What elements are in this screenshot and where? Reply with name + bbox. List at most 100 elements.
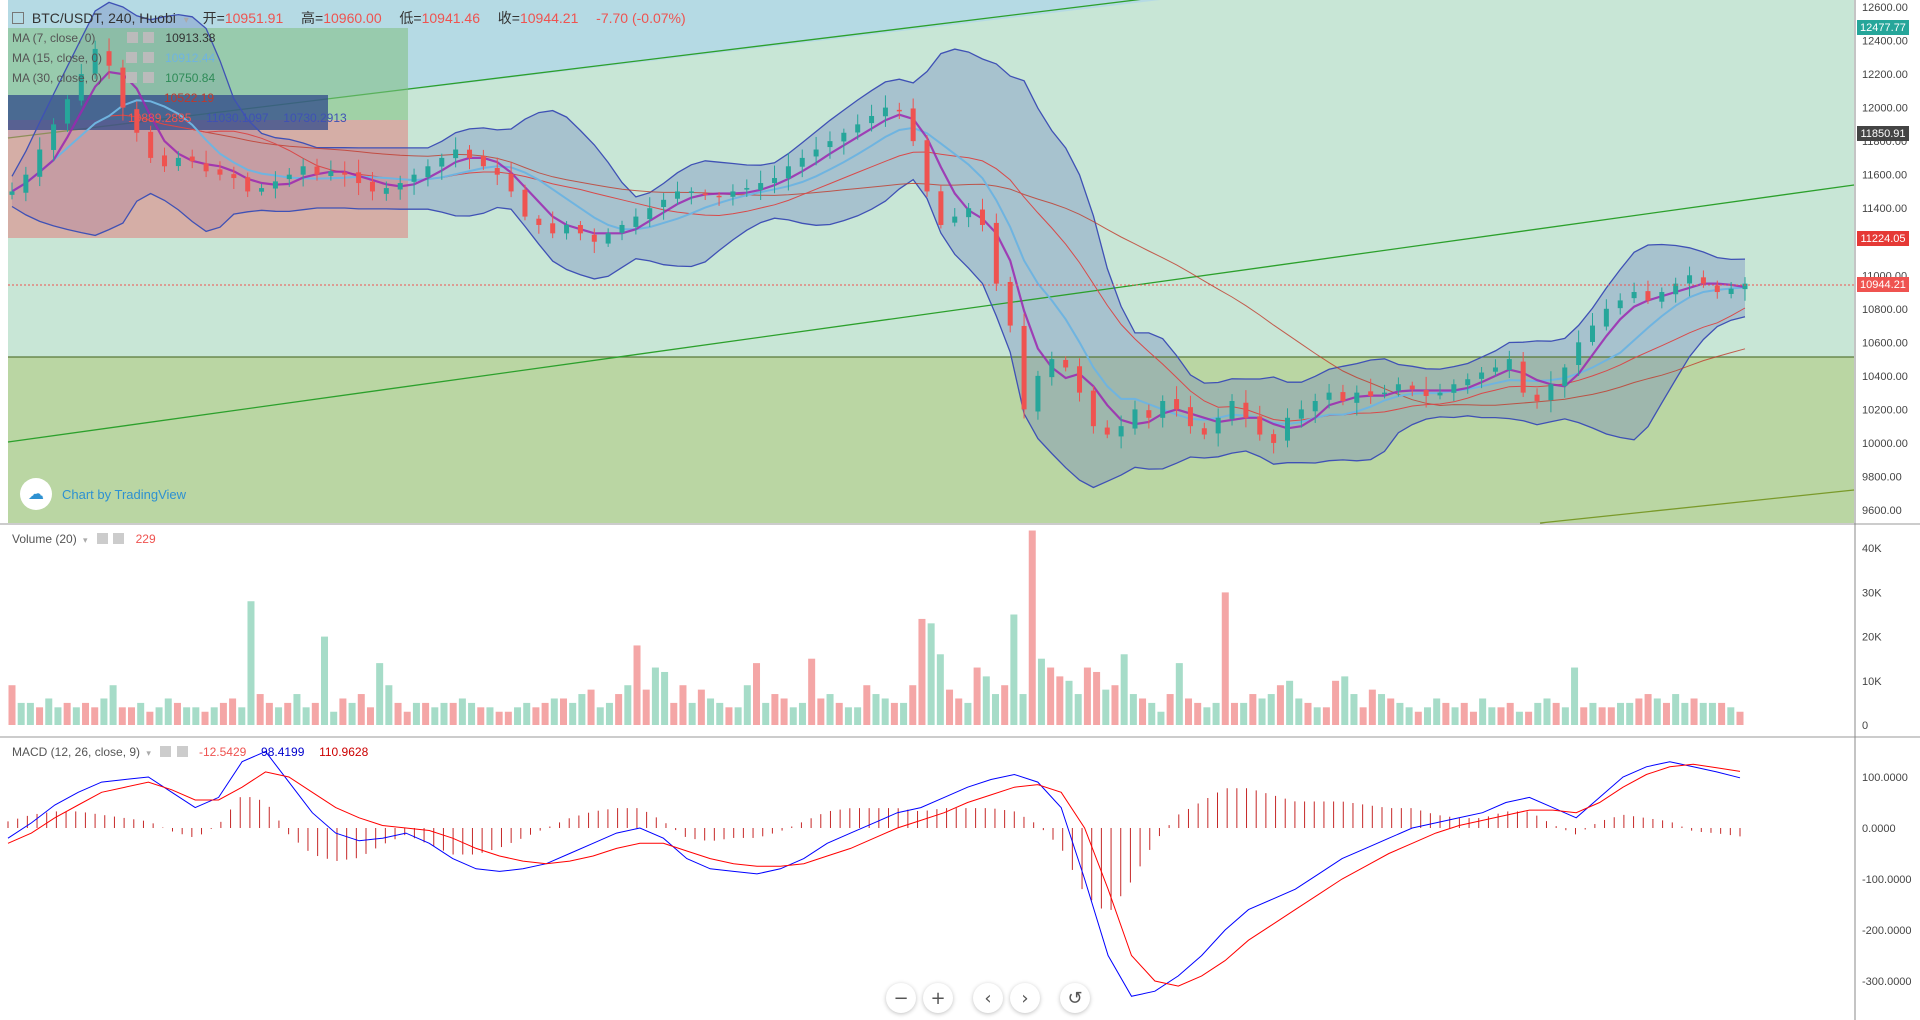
- volume-bar: [1010, 614, 1018, 725]
- ma30-label[interactable]: MA (30, close, 0): [12, 71, 103, 85]
- low-label: 低=: [399, 10, 422, 26]
- symbol-header[interactable]: BTC/USDT, 240, Huobi ▾ 开=10951.91 高=1096…: [12, 8, 686, 28]
- volume-bar: [357, 694, 365, 725]
- candle-body: [647, 208, 653, 220]
- open-label: 开=: [202, 10, 225, 26]
- settings-icon[interactable]: [126, 32, 138, 43]
- candle-body: [328, 171, 334, 176]
- price-tick-label: 9800.00: [1862, 471, 1902, 483]
- volume-bar: [137, 702, 145, 725]
- price-tick-label: 12400.00: [1862, 36, 1908, 48]
- volume-bar: [863, 685, 871, 725]
- signal-line-value: 110.9628: [319, 745, 369, 759]
- candle-body: [1132, 409, 1138, 429]
- volume-bar: [946, 689, 954, 725]
- price-pane: [7, 0, 1855, 524]
- symbol-title[interactable]: BTC/USDT, 240, Huobi: [31, 10, 176, 26]
- candle-body: [1243, 402, 1249, 418]
- price-badge-top-text: 12477.77: [1860, 22, 1906, 34]
- candle-body: [134, 109, 140, 133]
- volume-bar: [918, 618, 926, 725]
- candle-body: [272, 181, 278, 189]
- position-box-bottom: [8, 120, 408, 238]
- candle-body: [162, 155, 168, 167]
- volume-bar: [1120, 654, 1128, 725]
- candle-body: [688, 191, 694, 193]
- ma15-legend[interactable]: MA (15, close, 0) 10912.44: [12, 51, 215, 65]
- dropdown-icon[interactable]: ▾: [183, 15, 189, 26]
- volume-bar: [302, 707, 310, 725]
- candle-body: [591, 234, 597, 242]
- volume-bar: [587, 689, 595, 725]
- candle-body: [827, 141, 833, 148]
- bb-upper-line: [11, 1, 1746, 384]
- candle-body: [1146, 410, 1152, 418]
- macd-label[interactable]: MACD (12, 26, close, 9): [12, 745, 141, 759]
- settings-icon[interactable]: [126, 52, 138, 63]
- ma-hidden-legend[interactable]: 10522.19: [12, 91, 214, 105]
- price-badge-red: 11224.05: [1857, 231, 1909, 246]
- candle-body: [1340, 392, 1346, 402]
- volume-bar: [541, 702, 549, 725]
- volume-bar: [1736, 711, 1744, 725]
- macd-pane: [7, 750, 1741, 997]
- candle-body: [1063, 359, 1069, 368]
- candle-body: [855, 124, 861, 133]
- ma15-label[interactable]: MA (15, close, 0): [12, 51, 103, 65]
- volume-bar: [1414, 711, 1422, 725]
- candle-body: [189, 156, 195, 162]
- candle-body: [92, 48, 98, 74]
- ma-slow-line: [11, 114, 1746, 407]
- volume-bar: [1359, 707, 1367, 725]
- dropdown-icon[interactable]: ▾: [146, 748, 151, 758]
- candles: [9, 38, 1748, 454]
- close-icon[interactable]: [176, 746, 188, 757]
- zoom-out-button[interactable]: −: [886, 983, 916, 1013]
- price-badge-grey-text: 11850.91: [1860, 128, 1905, 140]
- scroll-left-button[interactable]: ‹: [973, 983, 1003, 1013]
- volume-bar: [1488, 707, 1496, 725]
- zoom-in-button[interactable]: +: [923, 983, 953, 1013]
- price-tick-label: 11400.00: [1862, 203, 1907, 215]
- dropdown-icon[interactable]: ▾: [83, 535, 88, 545]
- volume-bar: [118, 707, 126, 725]
- close-icon[interactable]: [142, 52, 154, 63]
- volume-legend[interactable]: Volume (20) ▾ 229: [12, 532, 156, 546]
- ma7-legend[interactable]: MA (7, close, 0) 10913.38: [12, 31, 215, 45]
- volume-bar: [1221, 592, 1229, 725]
- candle-body: [619, 224, 625, 233]
- tradingview-branding[interactable]: ☁ Chart by TradingView: [20, 478, 186, 510]
- reset-chart-button[interactable]: ↺: [1060, 983, 1090, 1013]
- volume-label[interactable]: Volume (20): [12, 532, 77, 546]
- volume-bar: [173, 702, 181, 725]
- close-icon[interactable]: [143, 32, 155, 43]
- volume-bar: [844, 707, 852, 725]
- green-zone-rect: [8, 357, 1854, 523]
- volume-bar: [1571, 667, 1579, 725]
- candle-body: [1423, 390, 1429, 396]
- scroll-right-button[interactable]: ›: [1010, 983, 1040, 1013]
- ma30-legend[interactable]: MA (30, close, 0) 10750.84: [12, 71, 215, 85]
- volume-bar: [1194, 702, 1202, 725]
- candle-body: [1271, 434, 1277, 443]
- settings-icon[interactable]: [160, 746, 172, 757]
- volume-bar: [1442, 702, 1450, 725]
- ma7-label[interactable]: MA (7, close, 0): [12, 31, 96, 45]
- tradingview-text: Chart by TradingView: [62, 486, 187, 502]
- settings-icon[interactable]: [96, 533, 108, 544]
- candle-body: [661, 199, 667, 207]
- close-icon[interactable]: [142, 72, 154, 83]
- volume-axis: 40K 30K 20K 10K 0: [1862, 543, 1882, 732]
- candle-body: [1021, 325, 1027, 410]
- macd-legend[interactable]: MACD (12, 26, close, 9) ▾ -12.5429 98.41…: [12, 745, 368, 759]
- volume-bar: [991, 694, 999, 725]
- volume-pane: [8, 530, 1744, 725]
- collapse-icon[interactable]: [12, 12, 24, 24]
- bb-legend[interactable]: 10889.2895 11030.1097 10730.2913: [128, 111, 347, 125]
- close-icon[interactable]: [113, 533, 125, 544]
- settings-icon[interactable]: [126, 72, 138, 83]
- volume-bar: [1240, 702, 1248, 725]
- volume-bar: [633, 645, 641, 725]
